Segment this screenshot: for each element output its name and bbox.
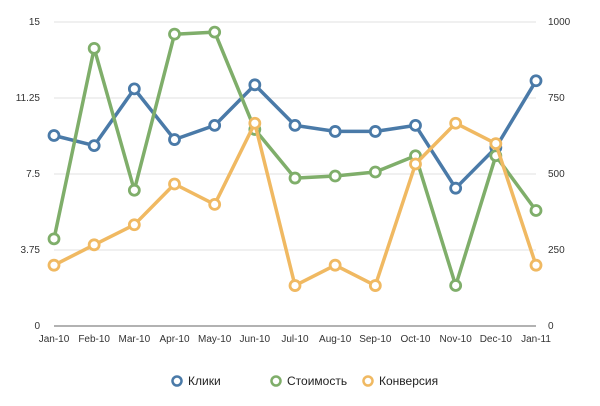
data-point xyxy=(87,238,101,252)
y-right-tick-label: 250 xyxy=(548,245,565,256)
legend: Клики Стоимость Конверсия xyxy=(171,374,438,388)
y-left-tick-label: 0 xyxy=(34,321,40,332)
legend-item: Конверсия xyxy=(362,374,438,388)
series-line xyxy=(52,30,538,288)
data-point xyxy=(449,116,463,130)
y-left-tick-label: 7.5 xyxy=(26,169,40,180)
data-point xyxy=(47,258,61,272)
x-tick-label: Oct-10 xyxy=(400,334,430,345)
data-point xyxy=(87,41,101,55)
data-point xyxy=(127,218,141,232)
data-point xyxy=(328,169,342,183)
x-tick-label: Jan-11 xyxy=(521,334,551,345)
legend-marker xyxy=(270,375,282,387)
x-tick-label: Jan-10 xyxy=(39,334,70,345)
y-axis-right: 0 250 500 750 1000 xyxy=(548,17,571,332)
legend-label: Конверсия xyxy=(379,374,438,388)
data-point xyxy=(449,279,463,292)
data-point xyxy=(168,177,181,191)
x-tick-label: Feb-10 xyxy=(78,334,110,345)
x-axis: Jan-10 Feb-10 Mar-10 Apr-10 May-10 Jun-10 Jul-… xyxy=(39,334,552,345)
data-point xyxy=(127,183,141,197)
y-right-tick-label: 0 xyxy=(548,321,554,332)
data-point xyxy=(409,157,422,171)
data-point xyxy=(529,74,543,88)
data-point xyxy=(489,137,503,151)
data-point xyxy=(248,78,262,92)
legend-label: Клики xyxy=(188,374,221,388)
x-tick-label: Sep-10 xyxy=(359,334,392,345)
series-1 xyxy=(47,74,543,195)
data-point xyxy=(288,118,302,132)
x-tick-label: Nov-10 xyxy=(440,334,473,345)
data-point xyxy=(288,171,302,185)
data-point xyxy=(328,125,342,138)
data-point xyxy=(529,258,543,272)
data-point xyxy=(47,232,61,246)
data-point xyxy=(208,118,222,132)
legend-marker xyxy=(171,375,183,387)
x-tick-label: Jul-10 xyxy=(281,334,309,345)
y-right-tick-label: 750 xyxy=(548,93,565,104)
legend-item: Стоимость xyxy=(270,374,347,388)
data-point xyxy=(288,279,302,292)
data-point xyxy=(168,27,181,41)
x-tick-label: Jun-10 xyxy=(240,334,271,345)
data-point xyxy=(208,197,222,211)
x-tick-label: Apr-10 xyxy=(159,334,189,345)
data-point xyxy=(368,165,382,179)
x-tick-label: May-10 xyxy=(198,334,232,345)
data-point xyxy=(248,116,262,130)
series-3 xyxy=(47,116,543,292)
y-right-tick-label: 1000 xyxy=(548,17,571,28)
data-point xyxy=(449,181,463,195)
data-point xyxy=(87,139,101,153)
series-group xyxy=(47,25,543,292)
y-left-tick-label: 11.25 xyxy=(16,93,41,104)
series-2 xyxy=(47,25,543,292)
legend-item: Клики xyxy=(171,374,221,388)
x-tick-label: Dec-10 xyxy=(480,334,513,345)
y-left-tick-label: 3.75 xyxy=(21,245,41,256)
data-point xyxy=(208,25,222,39)
y-axis-left: 0 3.75 7.5 11.25 15 xyxy=(16,17,41,332)
y-left-tick-label: 15 xyxy=(29,17,41,28)
y-right-tick-label: 500 xyxy=(548,169,565,180)
legend-label: Стоимость xyxy=(287,374,347,388)
data-point xyxy=(328,258,342,272)
x-tick-label: Aug-10 xyxy=(319,334,352,345)
legend-marker xyxy=(362,375,374,387)
data-point xyxy=(529,204,543,217)
data-point xyxy=(168,133,181,146)
data-point xyxy=(368,125,382,138)
data-point xyxy=(47,129,61,142)
data-point xyxy=(127,82,141,96)
data-point xyxy=(409,118,422,132)
data-point xyxy=(368,279,382,292)
x-tick-label: Mar-10 xyxy=(118,334,150,345)
